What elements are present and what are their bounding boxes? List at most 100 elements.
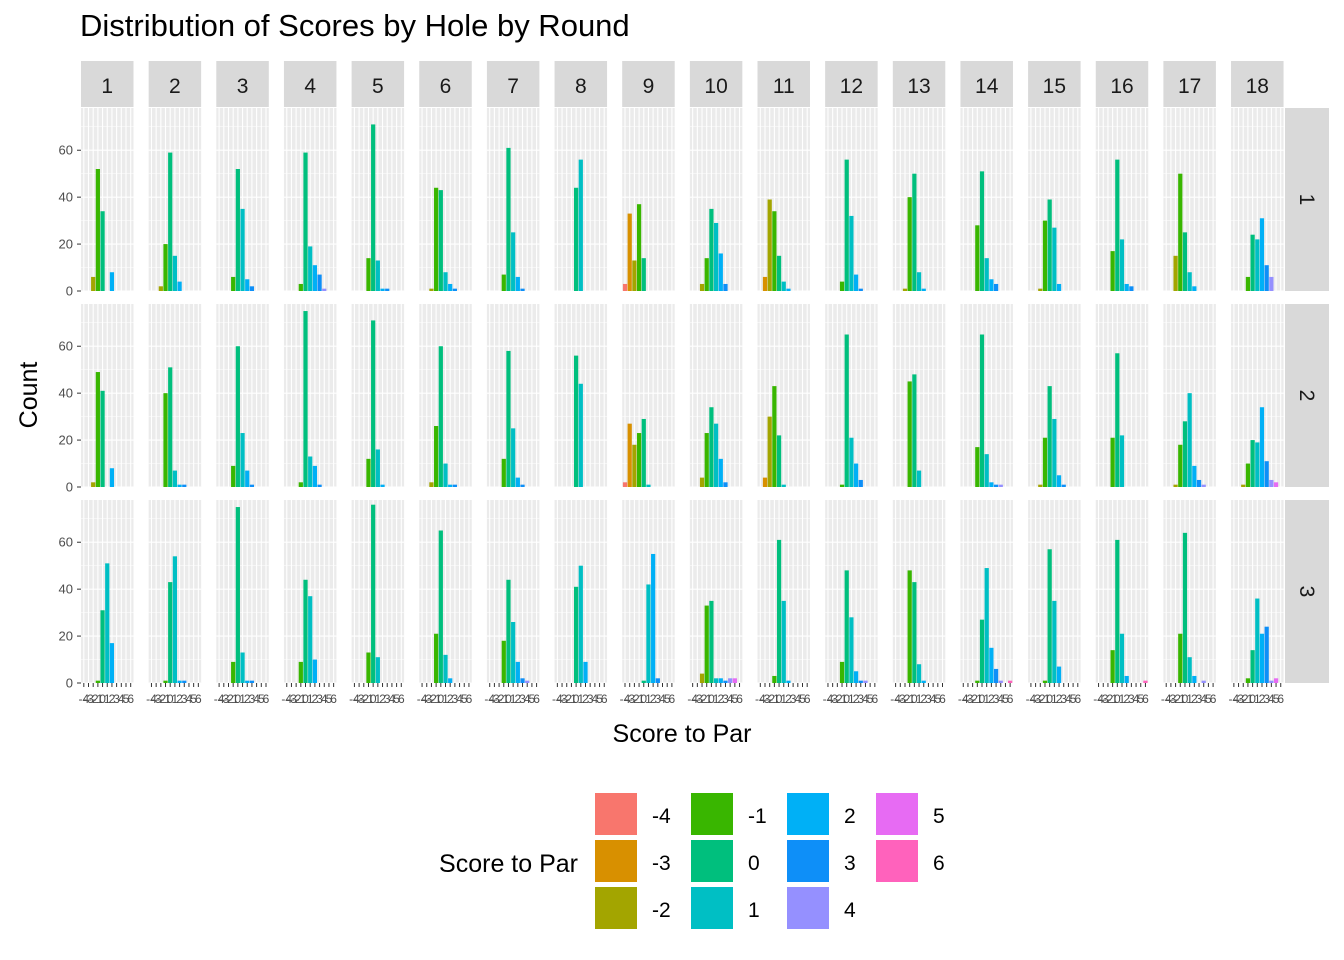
x-axis-tick-label: 1 <box>442 692 449 706</box>
facet-strip-col-12 <box>825 61 878 107</box>
bar-hole4-round1-score4 <box>322 288 327 291</box>
bar-hole14-round2-score1 <box>984 454 989 487</box>
bar-hole2-round1-score-2 <box>158 286 163 291</box>
bar-hole2-round2-score1 <box>172 470 178 487</box>
facet-strip-col-label: 2 <box>169 75 181 98</box>
bar-hole17-round2-score1 <box>1187 393 1192 487</box>
bar-hole11-round3-score2 <box>786 680 791 683</box>
x-axis-tick-label: 6 <box>1007 692 1014 706</box>
bar-hole10-round2-score-2 <box>699 477 705 487</box>
bar-hole14-round1-score1 <box>984 258 989 291</box>
legend-swatch-3 <box>787 840 829 882</box>
legend-label: -4 <box>652 805 671 828</box>
x-axis-tick-label: -1 <box>1107 692 1118 706</box>
x-axis-tick-label: 4 <box>862 692 869 706</box>
x-axis-tick-label: 4 <box>456 692 463 706</box>
bar-hole16-round1-score2 <box>1124 283 1129 291</box>
bar-hole11-round2-score-2 <box>767 416 772 487</box>
x-axis-tick-label: 5 <box>1137 692 1144 706</box>
legend-label: -3 <box>652 852 671 875</box>
x-axis-tick-label: 2 <box>853 692 860 706</box>
x-axis-tick-label: -3 <box>692 692 703 706</box>
x-axis-tick-label: -2 <box>1035 692 1046 706</box>
x-axis-tick-label: -3 <box>421 692 432 706</box>
x-axis-tick-label: -3 <box>624 692 635 706</box>
bar-hole10-round3-score3 <box>723 680 728 683</box>
facet-strip-col-2 <box>148 61 202 107</box>
bar-hole14-round2-score2 <box>989 482 994 487</box>
x-axis-tick-label: 0 <box>370 692 377 706</box>
x-axis-tick-label: -1 <box>769 692 780 706</box>
x-axis-tick-label: 3 <box>181 692 188 706</box>
bar-hole10-round2-score0 <box>709 407 714 487</box>
bar-hole18-round2-score5 <box>1273 482 1279 487</box>
x-axis-tick-label: -2 <box>494 692 505 706</box>
facet-strip-col-1 <box>81 61 134 107</box>
x-axis-tick-label: 0 <box>776 692 783 706</box>
x-axis-tick-label: 2 <box>1123 692 1130 706</box>
x-axis-tick-label: -4 <box>349 692 360 706</box>
x-axis-tick-label: -4 <box>417 692 428 706</box>
x-axis-tick-label: -2 <box>291 692 302 706</box>
bar-hole17-round2-score3 <box>1196 479 1202 487</box>
x-axis-tick-label: -2 <box>1170 692 1181 706</box>
x-axis-tick-label: 2 <box>379 692 386 706</box>
x-axis-tick-label: 4 <box>1200 692 1207 706</box>
bar-hole15-round1-score1 <box>1052 227 1057 291</box>
bar-hole16-round1-score0 <box>1115 159 1120 291</box>
facet-strip-col-10 <box>689 61 743 107</box>
x-axis-tick-label: 1 <box>1119 692 1126 706</box>
x-axis-tick-label: 1 <box>577 692 584 706</box>
bar-hole2-round1-score1 <box>172 255 178 291</box>
x-axis-tick-label: 2 <box>785 692 792 706</box>
bar-hole1-round1-score-1 <box>95 169 100 291</box>
x-axis-tick-label: -4 <box>620 692 631 706</box>
bar-hole15-round3-score2 <box>1056 666 1062 683</box>
x-axis-tick-label: 6 <box>736 692 743 706</box>
facet-strip-col-5 <box>351 61 405 107</box>
bar-hole14-round3-score4 <box>998 680 1003 683</box>
facet-strip-col-18 <box>1231 61 1284 107</box>
bar-hole18-round3-score4 <box>1269 680 1274 683</box>
x-axis-tick-label: 1 <box>1186 692 1193 706</box>
x-axis-tick-label: -1 <box>228 692 239 706</box>
x-axis-tick-label: 1 <box>172 692 179 706</box>
x-axis-tick-label: 0 <box>979 692 986 706</box>
facet-strip-col-label: 15 <box>1043 75 1066 98</box>
bar-hole10-round3-score-1 <box>704 605 709 683</box>
bar-hole11-round2-score0 <box>776 435 782 487</box>
bar-hole6-round1-score1 <box>443 272 448 291</box>
bar-hole12-round3-score3 <box>858 680 863 683</box>
legend-label: 1 <box>748 899 760 922</box>
bar-hole3-round1-score1 <box>240 208 245 291</box>
facet-strip-col-label: 3 <box>237 75 249 98</box>
bar-hole9-round2-score1 <box>646 484 651 487</box>
bar-hole12-round1-score0 <box>844 159 849 291</box>
bar-hole15-round1-score2 <box>1056 283 1062 291</box>
bar-hole14-round2-score4 <box>998 484 1003 487</box>
x-axis-tick-label: -1 <box>363 692 374 706</box>
bar-hole18-round1-score4 <box>1269 276 1274 291</box>
x-axis-tick-label: 4 <box>997 692 1004 706</box>
bar-hole15-round2-score-1 <box>1042 437 1048 487</box>
bar-hole7-round1-score1 <box>511 232 516 291</box>
x-axis-tick-label: 6 <box>1074 692 1081 706</box>
x-axis-tick-label: -3 <box>895 692 906 706</box>
y-axis-tick-label: 20 <box>59 629 73 644</box>
x-axis-tick-label: 5 <box>799 692 806 706</box>
bar-hole15-round2-score3 <box>1061 484 1066 487</box>
bar-hole15-round1-score0 <box>1047 199 1052 291</box>
x-axis-tick-label: 0 <box>708 692 715 706</box>
x-axis-tick-label: -3 <box>1098 692 1109 706</box>
facet-strip-col-14 <box>960 61 1013 107</box>
bar-hole7-round2-score2 <box>515 477 520 487</box>
y-axis-tick-label: 40 <box>59 190 73 205</box>
x-axis-tick-label: 4 <box>1133 692 1140 706</box>
bar-hole12-round2-score2 <box>853 463 859 487</box>
bar-hole16-round3-score2 <box>1124 675 1129 683</box>
facet-strip-col-label: 4 <box>304 75 316 98</box>
x-axis-tick-label: 3 <box>1263 692 1270 706</box>
bar-hole6-round2-score3 <box>452 484 457 487</box>
bar-hole18-round3-score-1 <box>1245 678 1251 683</box>
bar-hole9-round3-score3 <box>655 678 660 683</box>
